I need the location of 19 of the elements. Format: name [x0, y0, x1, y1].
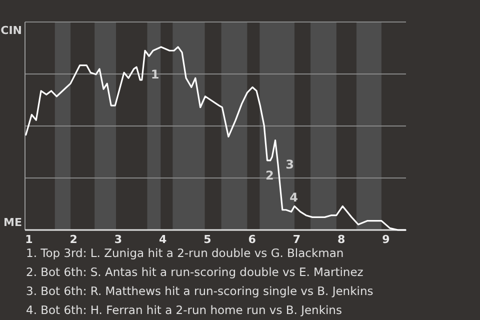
- x-tick-label: 3: [114, 233, 122, 246]
- text: 4. Bot 6th: H. Ferran hit a 2-run home run vs B. Jenkins: [26, 303, 342, 317]
- x-tick-label: 8: [337, 233, 346, 246]
- annotation: 2: [266, 168, 274, 182]
- text: CIN: [0, 24, 22, 37]
- annotation: 1: [150, 68, 160, 82]
- annotation: 3: [286, 157, 294, 172]
- x-tick-label: 5: [204, 233, 212, 246]
- text: 1. Top 3rd: L. Zuniga hit a 2-run double vs G. Blackman: [26, 246, 344, 260]
- x-tick-label: 2: [70, 233, 78, 246]
- x-tick-label: 6: [248, 233, 256, 246]
- text: ME: [4, 216, 22, 229]
- text: 3. Bot 6th: R. Matthews hit a run-scoring single vs B. Jenkins: [26, 284, 374, 298]
- x-tick-label: 9: [382, 233, 390, 246]
- x-tick-label: 4: [159, 233, 168, 246]
- text: 2. Bot 6th: S. Antas hit a run-scoring double vs E. Martinez: [26, 265, 364, 279]
- x-tick-label: 1: [25, 233, 33, 246]
- annotation: 4: [290, 190, 298, 204]
- x-tick-label: 7: [292, 233, 301, 246]
